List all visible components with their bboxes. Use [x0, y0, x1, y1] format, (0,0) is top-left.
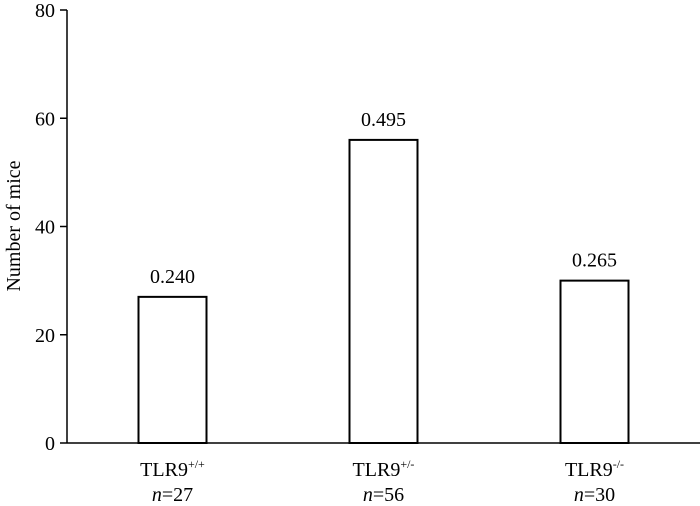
y-tick-label: 40	[35, 217, 55, 239]
x-tick-label: TLR9-/-	[565, 457, 624, 481]
y-tick-label: 60	[35, 108, 55, 130]
y-axis-label: Number of mice	[3, 160, 25, 291]
sample-size-label: n=27	[152, 484, 193, 506]
bar-annotation: 0.240	[150, 266, 195, 288]
bar	[137, 295, 208, 444]
y-tick-label: 20	[35, 325, 55, 347]
bar-annotation: 0.265	[572, 250, 617, 272]
sample-size-label: n=56	[363, 484, 404, 506]
x-tick-label: TLR9+/-	[353, 457, 415, 481]
bar-annotation: 0.495	[361, 109, 406, 131]
sample-size-label: n=30	[574, 484, 615, 506]
bar	[559, 279, 630, 444]
x-tick-label: TLR9+/+	[140, 457, 205, 481]
y-tick-label: 80	[35, 0, 55, 22]
y-tick-label: 0	[45, 433, 55, 455]
bar	[348, 138, 419, 444]
